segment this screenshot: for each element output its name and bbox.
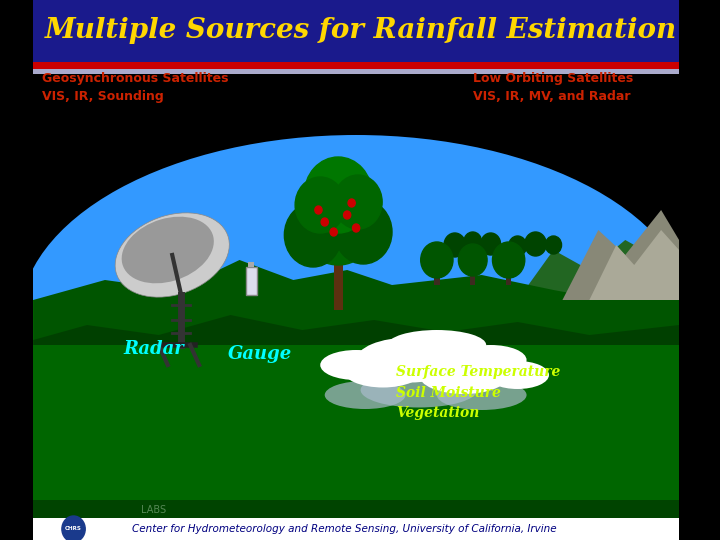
Bar (506, 265, 511, 285)
Circle shape (508, 236, 526, 256)
Circle shape (321, 218, 328, 226)
Polygon shape (33, 260, 679, 345)
Text: Radar: Radar (124, 340, 184, 358)
Circle shape (546, 236, 562, 254)
Circle shape (420, 242, 453, 278)
Circle shape (335, 200, 392, 264)
Circle shape (492, 242, 525, 278)
Bar (33, 518, 679, 540)
Circle shape (295, 177, 346, 233)
Text: LABS: LABS (141, 505, 166, 515)
Circle shape (525, 232, 546, 256)
Circle shape (481, 233, 500, 255)
Bar (33, 500, 679, 518)
Ellipse shape (455, 345, 526, 375)
Circle shape (330, 228, 337, 236)
Ellipse shape (19, 135, 693, 505)
Ellipse shape (115, 213, 229, 297)
Circle shape (298, 175, 379, 265)
Bar (434, 265, 439, 285)
Circle shape (304, 157, 372, 233)
Text: Geosynchronous Satellites
VIS, IR, Sounding: Geosynchronous Satellites VIS, IR, Sound… (42, 72, 229, 103)
Circle shape (62, 516, 85, 540)
Ellipse shape (122, 217, 214, 284)
Circle shape (333, 175, 382, 229)
Bar (33, 302, 679, 502)
Circle shape (353, 224, 360, 232)
Text: Center for Hydrometeorology and Remote Sensing, University of California, Irvine: Center for Hydrometeorology and Remote S… (132, 524, 557, 534)
Polygon shape (562, 210, 679, 300)
Circle shape (444, 233, 466, 257)
Text: Surface Temperature
Soil Moisture
Vegetation: Surface Temperature Soil Moisture Vegeta… (397, 365, 561, 420)
Circle shape (284, 203, 342, 267)
Ellipse shape (320, 350, 392, 380)
Ellipse shape (387, 330, 486, 360)
Text: Low Orbiting Satellites
VIS, IR, MV, and Radar: Low Orbiting Satellites VIS, IR, MV, and… (473, 72, 633, 103)
Circle shape (343, 211, 351, 219)
Bar (248, 262, 254, 267)
Ellipse shape (343, 353, 423, 388)
Ellipse shape (361, 373, 477, 408)
Bar (33, 62, 679, 69)
Bar (333, 245, 343, 310)
Bar (33, 300, 679, 345)
Bar (246, 267, 256, 295)
Circle shape (315, 206, 322, 214)
Text: Gauge: Gauge (228, 345, 292, 363)
Text: CHRS: CHRS (65, 526, 82, 531)
Ellipse shape (356, 338, 464, 382)
Ellipse shape (486, 361, 549, 389)
Circle shape (459, 244, 487, 276)
Text: Multiple Sources for Rainfall Estimation: Multiple Sources for Rainfall Estimation (45, 17, 677, 44)
Bar (33, 69, 679, 74)
Bar (470, 265, 475, 285)
Polygon shape (33, 315, 679, 345)
Ellipse shape (419, 356, 508, 394)
Polygon shape (590, 230, 679, 300)
Bar (33, 0, 679, 62)
Ellipse shape (325, 381, 405, 409)
Ellipse shape (437, 380, 526, 410)
Circle shape (348, 199, 355, 207)
Polygon shape (518, 240, 679, 300)
Circle shape (464, 232, 482, 252)
